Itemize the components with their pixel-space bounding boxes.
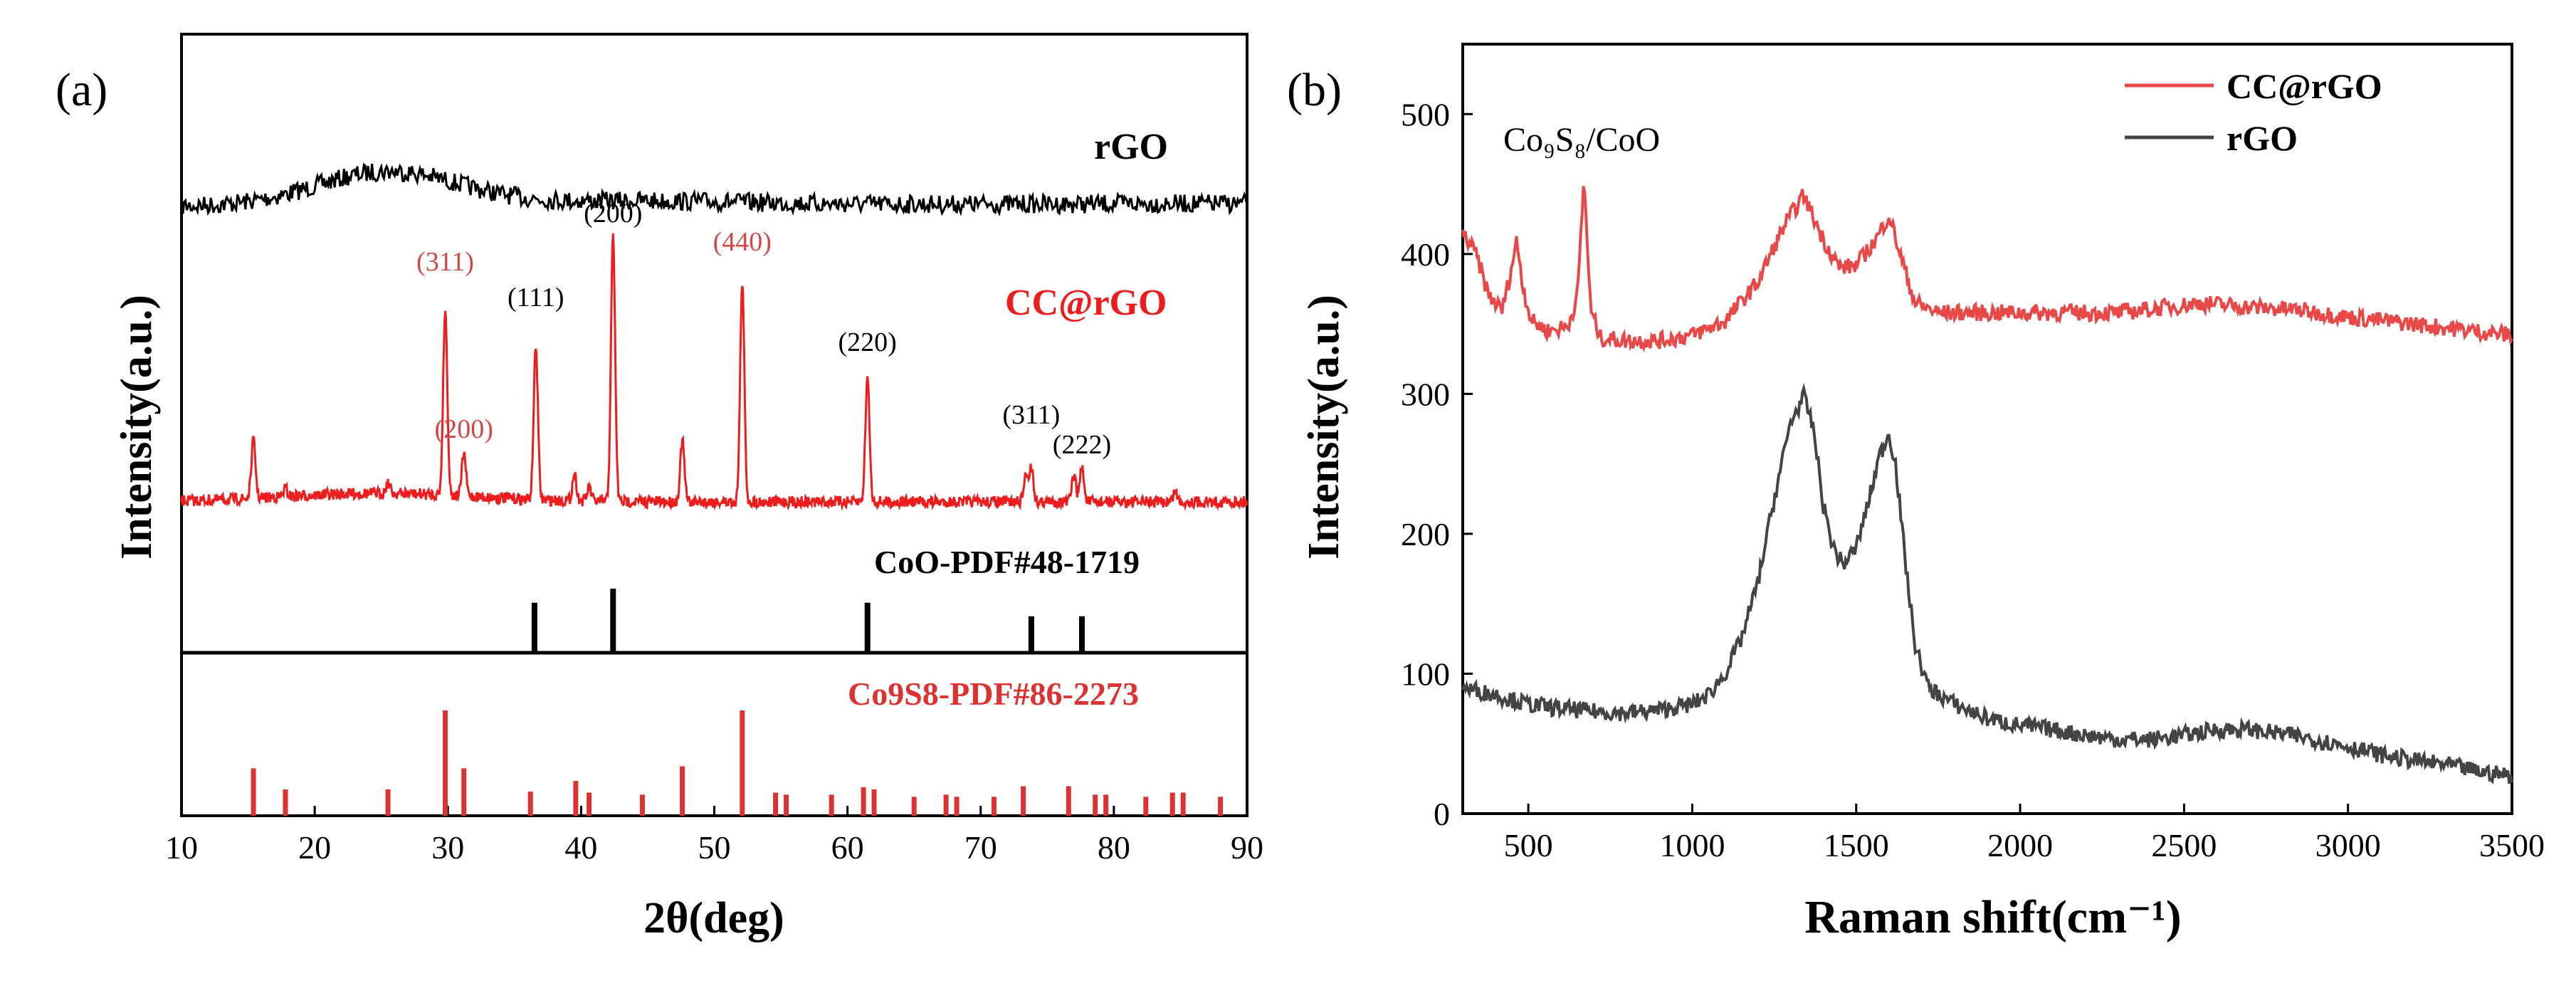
x-tick-label: 60 — [831, 829, 864, 866]
panel-b-x-axis-label-text: Raman shift(cm⁻¹) — [1804, 891, 2181, 943]
panel-a: (a) 10 20 30 40 50 60 70 80 90 2θ(deg) Intensity… — [56, 33, 1263, 942]
panel-b-y-ticks: 0 100 200 300 400 500 — [1401, 96, 1473, 832]
panel-b: (b) 500 1000 1500 2000 2500 3000 3500 0 100 200 3… — [1287, 43, 2545, 943]
panel-a-x-tick-labels: 10 20 30 40 50 60 70 80 90 — [165, 829, 1263, 866]
peak-labels: (311)(200)(111)(200)(440)(220)(311)(222) — [416, 199, 1111, 460]
x-tick-label: 1500 — [1824, 827, 1889, 863]
series-rgo-raman — [1461, 382, 2513, 784]
peak-label: (200) — [435, 414, 493, 444]
x-tick-label: 20 — [298, 829, 331, 866]
peak-label: (311) — [1002, 400, 1060, 430]
y-tick-label: 400 — [1401, 236, 1450, 273]
panel-b-y-axis-label: Intensity(a.u.) — [1300, 295, 1348, 559]
x-tick-label: 3500 — [2479, 827, 2545, 863]
x-tick-label: 3000 — [2315, 827, 2381, 863]
y-tick-label: 0 — [1434, 796, 1450, 832]
panel-a-x-axis-label: 2θ(deg) — [643, 894, 784, 942]
series-rgo-xrd — [180, 162, 1248, 217]
x-tick-label: 70 — [964, 829, 997, 866]
panel-a-y-axis-label: Intensity(a.u.) — [112, 295, 161, 559]
y-tick-label: 100 — [1401, 656, 1450, 692]
ref-label-co9s8: Co9S8-PDF#86-2273 — [848, 676, 1139, 712]
ref-pattern-co9s8 — [251, 710, 1224, 816]
curve-label-cc-rgo: CC@rGO — [1005, 283, 1167, 323]
x-tick-label: 50 — [698, 829, 731, 866]
x-tick-label: 40 — [564, 829, 597, 866]
y-tick-label: 200 — [1401, 516, 1450, 552]
x-tick-label: 1000 — [1659, 827, 1725, 863]
x-tick-label: 30 — [431, 829, 464, 866]
legend-label-rgo: rGO — [2227, 118, 2298, 158]
x-tick-label: 500 — [1504, 827, 1553, 863]
peak-label: (200) — [584, 199, 642, 228]
peak-label: (311) — [416, 247, 474, 277]
panel-b-x-axis-label: Raman shift(cm⁻¹) — [1804, 891, 2181, 943]
annotation-co9s8-coo: Co₉S₈/CoO — [1503, 121, 1660, 159]
panel-b-label: (b) — [1287, 64, 1342, 116]
panel-b-frame — [1461, 43, 2513, 815]
peak-label: (222) — [1053, 430, 1111, 460]
series-cc-rgo-xrd — [180, 233, 1248, 511]
y-tick-label: 500 — [1401, 96, 1450, 132]
ref-pattern-coo — [531, 589, 1085, 653]
x-tick-label: 10 — [165, 829, 198, 866]
x-tick-label: 90 — [1231, 829, 1263, 866]
legend-label-cc-rgo: CC@rGO — [2227, 66, 2382, 106]
panel-a-label: (a) — [56, 64, 107, 116]
y-tick-label: 300 — [1401, 376, 1450, 412]
panel-b-x-ticks: 500 1000 1500 2000 2500 3000 3500 — [1504, 804, 2545, 863]
ref-label-coo: CoO-PDF#48-1719 — [874, 544, 1140, 580]
curve-label-rgo: rGO — [1094, 127, 1168, 167]
peak-label: (440) — [713, 227, 772, 257]
panel-a-x-ticks — [180, 806, 1248, 816]
x-tick-label: 80 — [1098, 829, 1130, 866]
x-tick-label: 2000 — [1987, 827, 2053, 863]
legend: CC@rGO rGO — [2125, 66, 2382, 158]
peak-label: (220) — [838, 327, 897, 357]
x-tick-label: 2500 — [2151, 827, 2217, 863]
series-cc-rgo-raman — [1461, 186, 2513, 353]
peak-label: (111) — [508, 283, 564, 312]
